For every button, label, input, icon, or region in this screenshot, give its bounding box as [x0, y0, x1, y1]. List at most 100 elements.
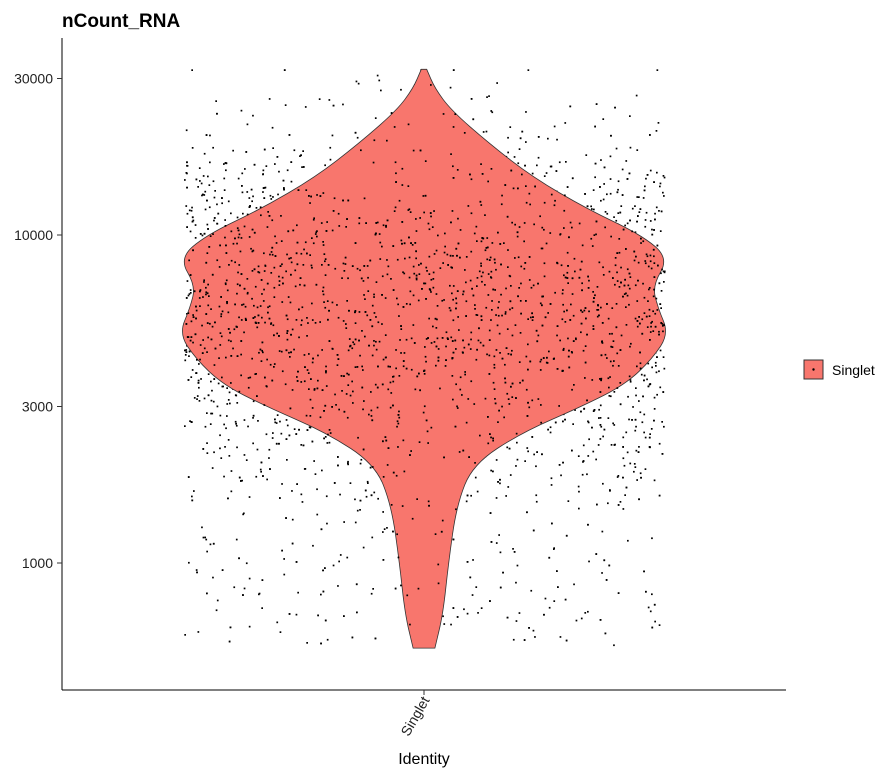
cell-point: [600, 354, 603, 357]
cell-point: [632, 406, 634, 408]
cell-point: [532, 529, 535, 532]
cell-point: [346, 300, 348, 302]
cell-point: [274, 235, 276, 238]
cell-point: [246, 191, 249, 193]
cell-point: [465, 256, 468, 258]
cell-point: [567, 265, 569, 267]
cell-point: [470, 98, 473, 100]
cell-point: [257, 322, 260, 324]
cell-point: [360, 277, 363, 280]
cell-point: [585, 317, 587, 320]
y-tick-label: 10000: [14, 227, 53, 243]
cell-point: [571, 388, 573, 391]
cell-point: [647, 385, 650, 388]
cell-point: [381, 323, 383, 325]
cell-point: [456, 169, 459, 171]
cell-point: [634, 205, 636, 207]
cell-point: [291, 328, 294, 331]
cell-point: [234, 420, 237, 423]
cell-point: [618, 286, 621, 288]
cell-point: [573, 384, 575, 386]
cell-point: [402, 271, 404, 274]
cell-point: [485, 247, 488, 249]
cell-point: [553, 125, 556, 128]
cell-point: [393, 126, 396, 128]
cell-point: [203, 279, 205, 282]
cell-point: [213, 217, 216, 219]
cell-point: [371, 304, 374, 307]
cell-point: [253, 231, 256, 234]
cell-point: [212, 146, 214, 149]
cell-point: [515, 581, 517, 584]
cell-point: [462, 290, 465, 293]
cell-point: [655, 130, 658, 132]
cell-point: [186, 161, 188, 164]
cell-point: [452, 177, 455, 179]
cell-point: [263, 197, 266, 199]
cell-point: [347, 349, 350, 352]
cell-point: [227, 328, 230, 330]
cell-point: [600, 306, 602, 309]
cell-point: [220, 296, 222, 298]
cell-point: [505, 287, 507, 290]
cell-point: [651, 593, 653, 596]
cell-point: [303, 284, 306, 287]
cell-point: [532, 316, 534, 318]
cell-point: [311, 440, 314, 443]
cell-point: [300, 493, 303, 496]
cell-point: [367, 482, 369, 484]
cell-point: [430, 291, 432, 293]
cell-point: [199, 233, 202, 235]
cell-point: [600, 159, 602, 161]
cell-point: [396, 297, 398, 300]
cell-point: [659, 386, 662, 389]
cell-point: [657, 122, 660, 124]
cell-point: [637, 451, 640, 453]
cell-point: [648, 288, 650, 291]
cell-point: [506, 446, 509, 449]
cell-point: [266, 282, 269, 285]
cell-point: [382, 440, 384, 443]
cell-point: [196, 359, 198, 361]
cell-point: [489, 433, 491, 435]
cell-point: [450, 623, 452, 626]
cell-point: [517, 256, 520, 259]
cell-point: [361, 365, 363, 368]
cell-point: [221, 376, 223, 379]
cell-point: [322, 192, 325, 194]
cell-point: [268, 215, 271, 217]
cell-point: [267, 211, 269, 213]
cell-point: [470, 250, 473, 253]
cell-point: [634, 231, 637, 234]
cell-point: [232, 242, 235, 245]
cell-point: [525, 185, 527, 187]
cell-point: [429, 289, 432, 291]
cell-point: [592, 450, 595, 453]
cell-point: [238, 557, 240, 560]
cell-point: [648, 446, 651, 448]
cell-point: [599, 619, 602, 621]
cell-point: [376, 386, 379, 389]
cell-point: [596, 315, 599, 318]
cell-point: [324, 306, 327, 309]
cell-point: [490, 168, 493, 170]
y-tick-label: 3000: [22, 399, 53, 415]
cell-point: [511, 307, 514, 309]
cell-point: [481, 237, 484, 239]
cell-point: [470, 212, 473, 215]
cell-point: [184, 179, 186, 181]
cell-point: [491, 242, 494, 244]
cell-point: [275, 442, 278, 445]
cell-point: [290, 333, 292, 336]
cell-point: [295, 613, 298, 616]
cell-point: [544, 597, 547, 600]
cell-point: [516, 235, 519, 238]
cell-point: [266, 226, 269, 228]
cell-point: [287, 230, 290, 233]
cell-point: [313, 388, 316, 390]
cell-point: [359, 499, 362, 502]
cell-point: [291, 490, 293, 492]
cell-point: [392, 380, 395, 383]
cell-point: [527, 450, 529, 453]
cell-point: [187, 294, 190, 297]
